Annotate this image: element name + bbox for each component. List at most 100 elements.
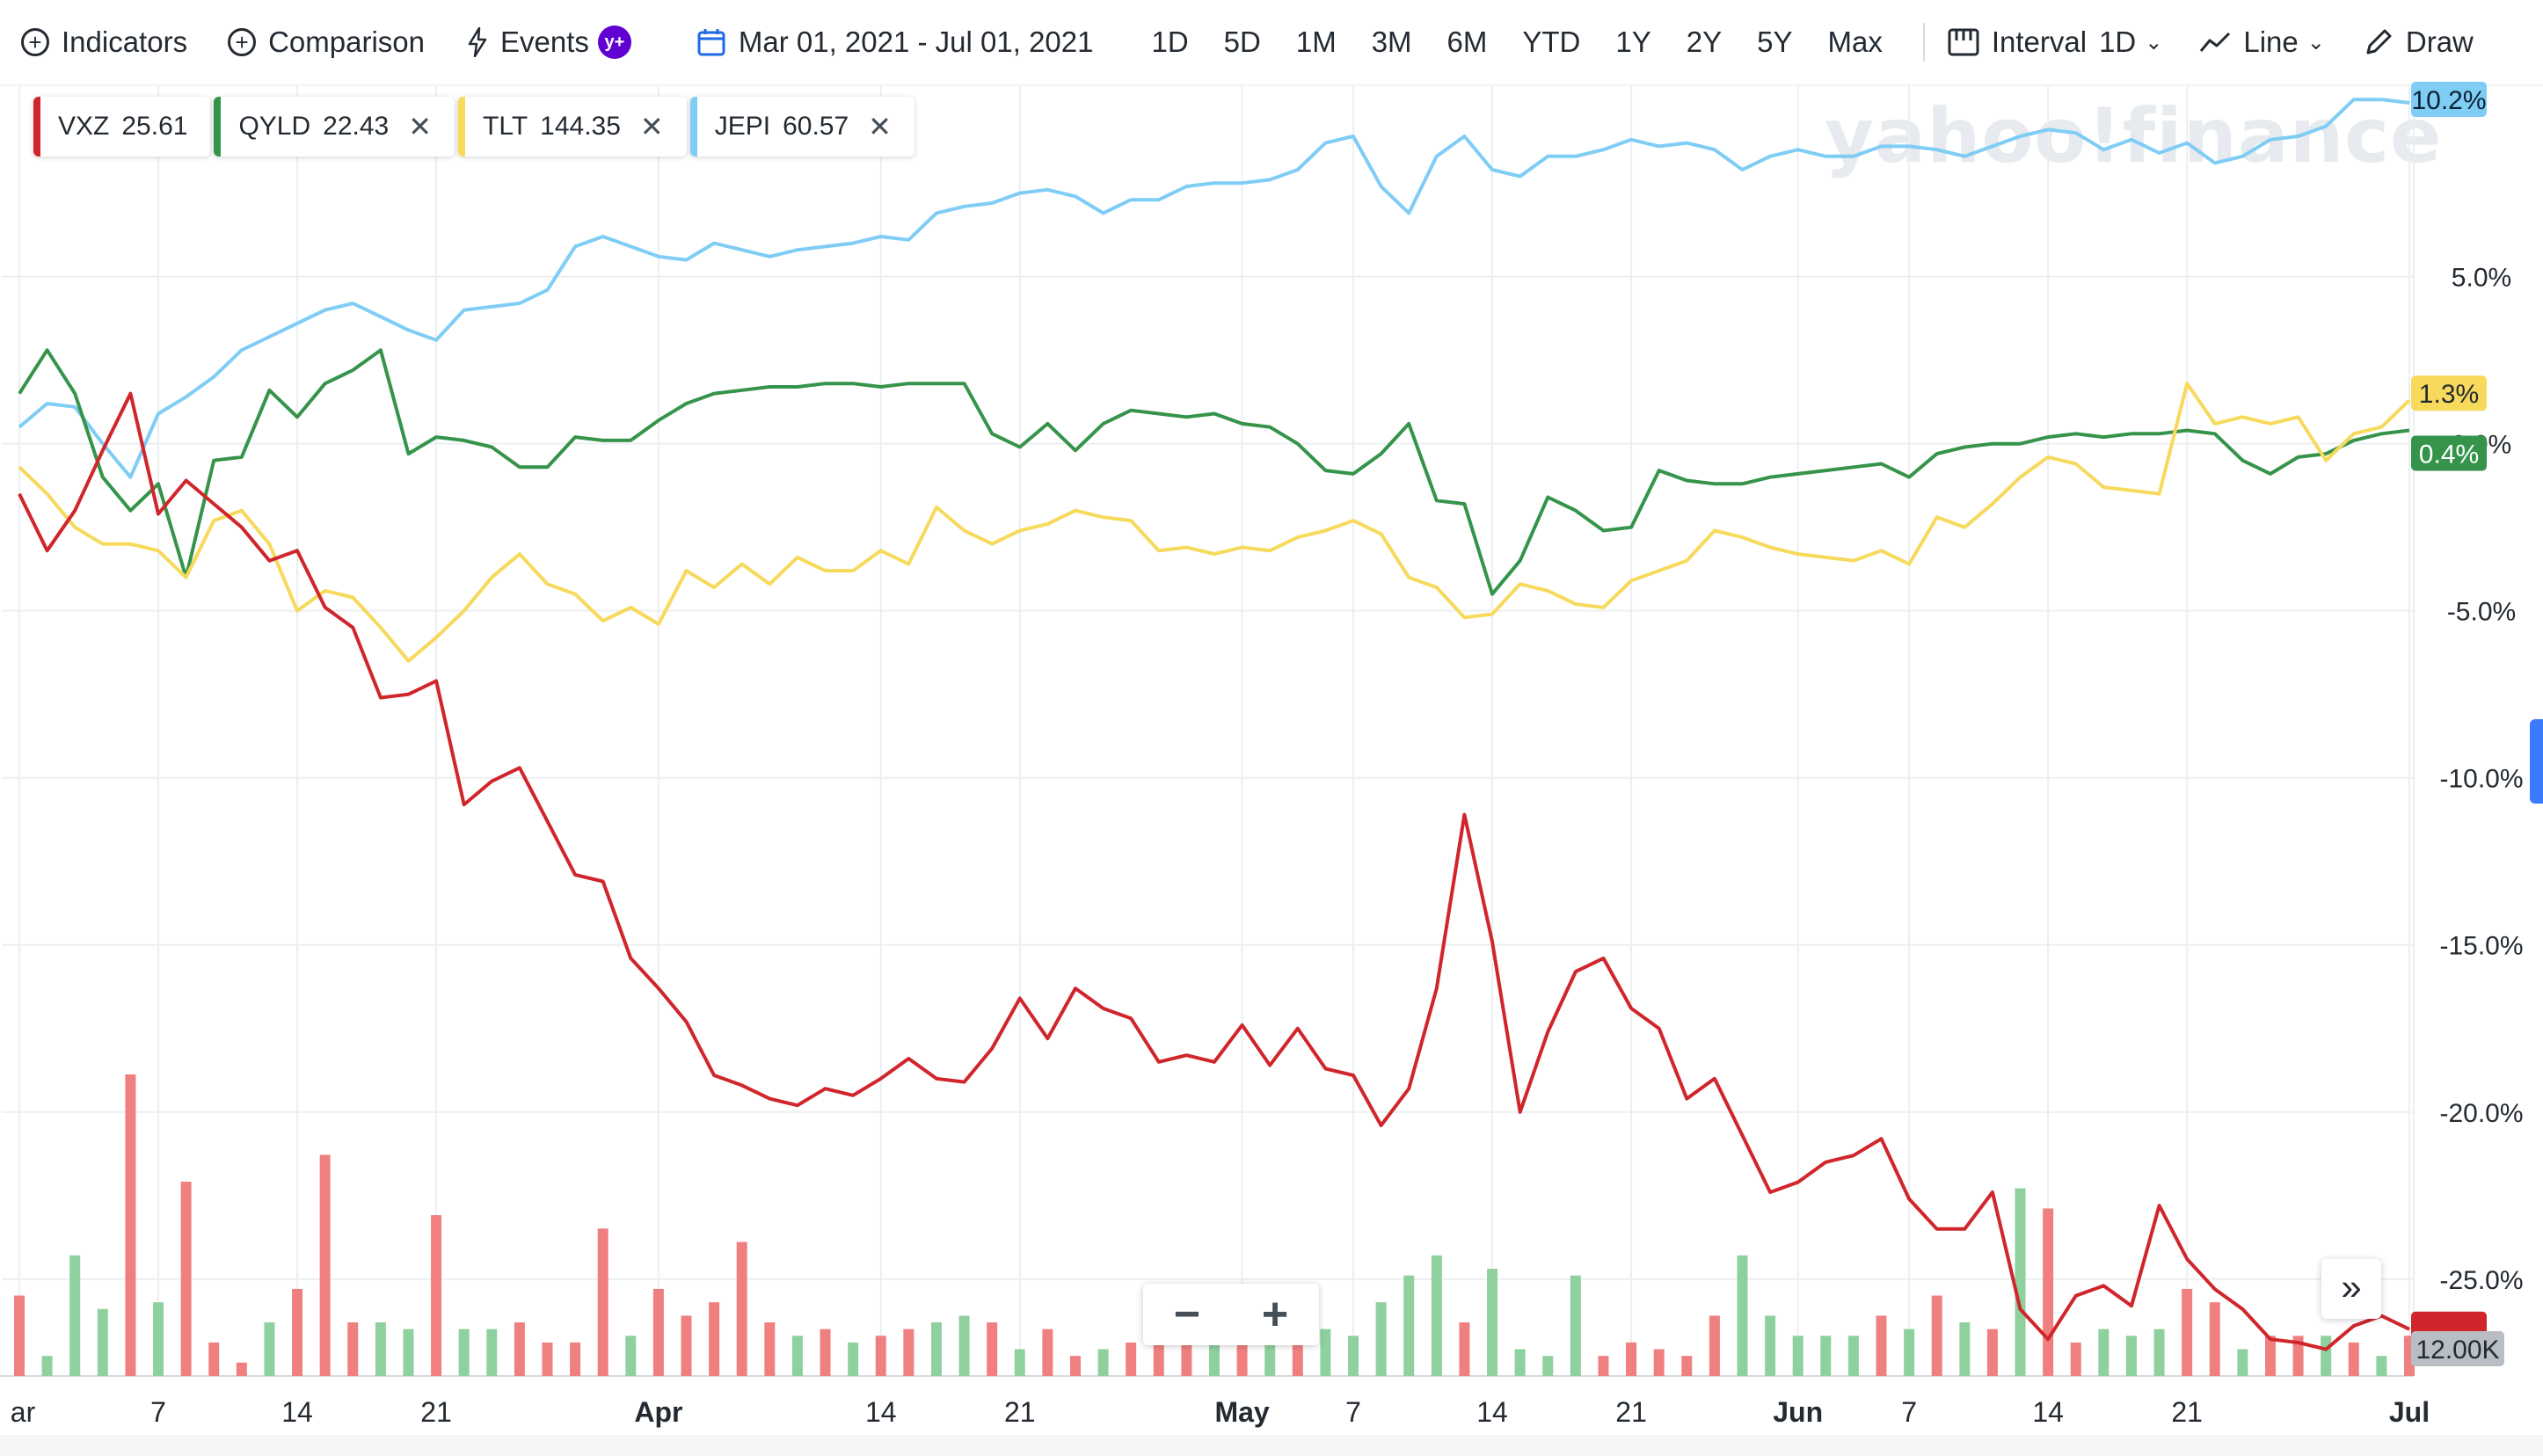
volume-bar (1737, 1255, 1748, 1376)
pencil-icon (2364, 27, 2394, 57)
volume-bar (1986, 1329, 1998, 1376)
legend-item-qyld[interactable]: QYLD 22.43 ✕ (214, 97, 455, 157)
x-tick-label: 7 (150, 1396, 166, 1428)
volume-bar (486, 1329, 498, 1376)
volume-bar (1431, 1255, 1442, 1376)
volume-bar (2015, 1188, 2026, 1376)
range-5y-button[interactable]: 5Y (1757, 25, 1793, 58)
range-3m-button[interactable]: 3M (1371, 25, 1412, 58)
last-value-badge (2411, 435, 2487, 471)
side-panel-tab[interactable] (2530, 719, 2543, 804)
last-value-text: 10.2% (2411, 86, 2486, 115)
volume-bar (1904, 1329, 1915, 1376)
range-ytd-button[interactable]: YTD (1522, 25, 1581, 58)
y-tick-label: -25.0% (2439, 1266, 2523, 1295)
volume-bar (403, 1329, 414, 1376)
legend-item-tlt[interactable]: TLT 144.35 ✕ (458, 97, 687, 157)
tlt-last-label: 1.3% (2411, 375, 2487, 411)
range-2y-button[interactable]: 2Y (1686, 25, 1723, 58)
remove-series-icon[interactable]: ✕ (639, 111, 664, 142)
yahoo-finance-watermark: yahoo!finance (1825, 92, 2443, 180)
volume-bar (1959, 1322, 1971, 1376)
volume-bar (1375, 1302, 1387, 1376)
comparison-button[interactable]: + Comparison (228, 25, 425, 59)
volume-bar (125, 1074, 136, 1376)
volume-bars (14, 1074, 2415, 1376)
range-6m-button[interactable]: 6M (1446, 25, 1488, 58)
legend-item-jepi[interactable]: JEPI 60.57 ✕ (689, 97, 914, 157)
events-button[interactable]: Events y+ (467, 25, 631, 59)
range-5d-button[interactable]: 5D (1223, 25, 1261, 58)
volume-bar (930, 1322, 942, 1376)
zoom-controls: − + (1143, 1284, 1319, 1345)
x-tick-label: ar (11, 1396, 36, 1428)
volume-bar (97, 1308, 108, 1376)
y-tick-label: 5.0% (2452, 264, 2511, 293)
y-tick-label: -15.0% (2439, 932, 2523, 961)
volume-bar (1709, 1315, 1720, 1376)
draw-button[interactable]: Draw (2364, 25, 2474, 59)
volume-bar (347, 1322, 359, 1376)
draw-label: Draw (2405, 25, 2474, 58)
legend-price: 144.35 (540, 112, 621, 141)
interval-value: 1D (2099, 25, 2137, 58)
legend-symbol: TLT (483, 112, 528, 141)
volume-bar (1042, 1329, 1053, 1376)
series-line-jepi (18, 98, 2410, 479)
volume-bar (987, 1322, 998, 1376)
x-tick-label: 21 (1615, 1396, 1647, 1428)
date-range-picker[interactable]: Mar 01, 2021 - Jul 01, 2021 (696, 25, 1129, 59)
y-axis: 5.0%0.0%-5.0%-10.0%-15.0%-20.0%-25.0% (2439, 264, 2523, 1295)
series-line-qyld (18, 348, 2410, 596)
volume-bar (1598, 1356, 1609, 1376)
chart-type-dropdown[interactable]: Line ⌄ (2199, 25, 2325, 59)
footer-strip (0, 1435, 2543, 1456)
range-1d-button[interactable]: 1D (1151, 25, 1189, 58)
volume-bar (319, 1154, 331, 1376)
date-range-label: Mar 01, 2021 - Jul 01, 2021 (738, 25, 1094, 58)
volume-bar (180, 1181, 192, 1376)
x-tick-label: Jul (2389, 1396, 2430, 1428)
volume-bar (2348, 1342, 2359, 1376)
expand-chevrons-button[interactable]: » (2321, 1259, 2381, 1319)
jepi-last-label: 10.2% (2411, 82, 2487, 118)
volume-bar (1014, 1349, 1025, 1376)
series-color-swatch (214, 97, 222, 157)
range-1y-button[interactable]: 1Y (1615, 25, 1651, 58)
range-max-button[interactable]: Max (1827, 25, 1883, 58)
x-tick-label: 14 (2032, 1396, 2064, 1428)
toolbar-divider (1922, 23, 1925, 62)
x-tick-label: 7 (1901, 1396, 1917, 1428)
volume-bar (69, 1255, 81, 1376)
volume-bar (681, 1315, 692, 1376)
volume-bar (791, 1336, 803, 1376)
range-1m-button[interactable]: 1M (1295, 25, 1337, 58)
legend-item-vxz[interactable]: VXZ 25.61 (33, 97, 211, 157)
chart-grid (0, 86, 2415, 1377)
lightning-icon (467, 27, 488, 57)
zoom-out-button[interactable]: − (1173, 1289, 1201, 1340)
legend: VXZ 25.61 QYLD 22.43 ✕ TLT 144.35 ✕ JEPI… (33, 97, 918, 157)
volume-bar (820, 1329, 831, 1376)
remove-series-icon[interactable]: ✕ (868, 111, 892, 142)
volume-bar (570, 1342, 581, 1376)
volume-bar (542, 1342, 553, 1376)
volume-bar (431, 1215, 442, 1376)
volume-bar (1792, 1336, 1803, 1376)
remove-series-icon[interactable]: ✕ (408, 111, 433, 142)
volume-bar (1459, 1322, 1470, 1376)
volume-bar (2043, 1208, 2054, 1376)
volume-bar (514, 1322, 525, 1376)
volume-bar (1931, 1295, 1942, 1376)
zoom-in-button[interactable]: + (1261, 1289, 1289, 1340)
interval-dropdown[interactable]: Interval 1D ⌄ (1948, 25, 2162, 59)
volume-bar (1126, 1342, 1137, 1376)
volume-bar (903, 1329, 914, 1376)
volume-bar (2153, 1329, 2165, 1376)
indicators-button[interactable]: + Indicators (21, 25, 187, 59)
volume-bar (1542, 1356, 1554, 1376)
volume-bar (1097, 1349, 1109, 1376)
plus-circle-icon: + (228, 28, 257, 56)
volume-bar (875, 1336, 886, 1376)
